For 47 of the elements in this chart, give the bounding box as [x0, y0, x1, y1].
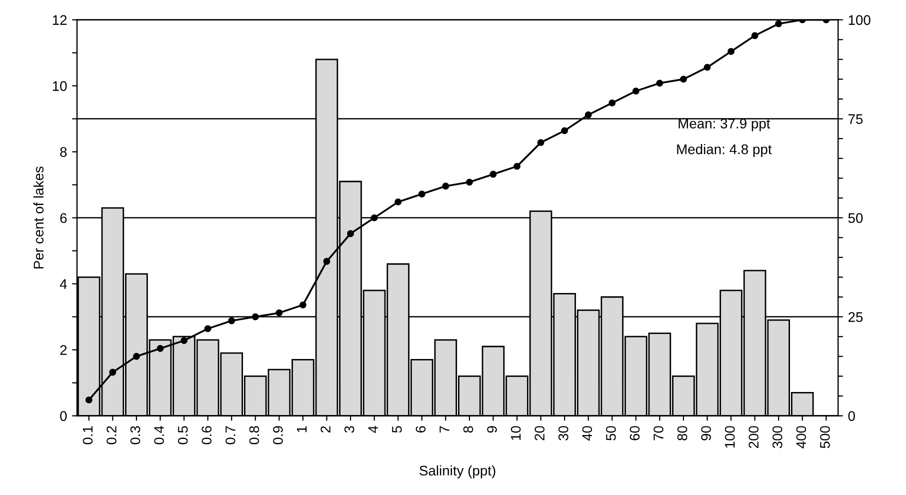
- x-tick-label: 0.9: [273, 426, 283, 444]
- x-tick-label: 3: [344, 426, 354, 433]
- x-tick-label: 0.6: [202, 426, 212, 444]
- x-tick-label: 8: [463, 426, 474, 433]
- x-tick-label: 5: [392, 426, 402, 433]
- x-tick-label: 70: [654, 426, 664, 440]
- y-tick-label: 4: [60, 279, 67, 289]
- x-tick-label: 80: [677, 426, 688, 440]
- x-tick-label: 90: [701, 426, 711, 440]
- x-tick-label: 2: [320, 426, 330, 433]
- y2-tick-label: 100: [848, 15, 870, 25]
- x-tick-label: 500: [820, 426, 830, 448]
- x-axis-title: Salinity (ppt): [420, 465, 496, 478]
- x-tick-label: 10: [510, 426, 521, 440]
- y-tick-label: 2: [60, 345, 67, 355]
- y-tick-label: 0: [60, 411, 67, 421]
- x-tick-label: 40: [582, 426, 592, 441]
- y-axis-title: Per cent of lakes: [33, 166, 44, 268]
- annotation: Median: 4.8 ppt: [677, 144, 772, 157]
- y-tick-label: 12: [52, 15, 67, 25]
- y2-tick-label: 75: [848, 114, 863, 124]
- x-tick-label: 60: [630, 426, 640, 440]
- x-tick-label: 9: [487, 426, 497, 433]
- x-tick-label: 0.5: [178, 426, 188, 444]
- y2-tick-label: 50: [848, 213, 863, 223]
- y-tick-label: 6: [60, 213, 67, 223]
- y2-tick-label: 25: [848, 312, 863, 322]
- x-tick-label: 7: [440, 426, 450, 433]
- x-tick-label: 50: [606, 426, 616, 440]
- x-tick-label: 400: [796, 426, 806, 448]
- x-tick-label: 0.4: [154, 426, 164, 444]
- y2-tick-label: 0: [848, 411, 855, 421]
- x-tick-label: 0.7: [225, 426, 236, 444]
- x-tick-label: 300: [772, 426, 782, 448]
- x-tick-label: 1: [296, 426, 307, 432]
- y-tick-label: 10: [52, 81, 67, 91]
- x-tick-label: 200: [748, 426, 759, 448]
- x-tick-label: 30: [558, 426, 568, 440]
- x-tick-label: 6: [416, 426, 426, 433]
- x-tick-label: 0.1: [82, 426, 93, 444]
- x-tick-label: 0.2: [106, 426, 116, 444]
- x-tick-label: 0.8: [249, 426, 260, 444]
- y-tick-label: 8: [60, 147, 67, 157]
- x-tick-label: 100: [724, 426, 735, 448]
- x-tick-label: 0.3: [130, 426, 140, 444]
- x-tick-label: 4: [368, 426, 378, 433]
- x-tick-label: 20: [534, 426, 544, 440]
